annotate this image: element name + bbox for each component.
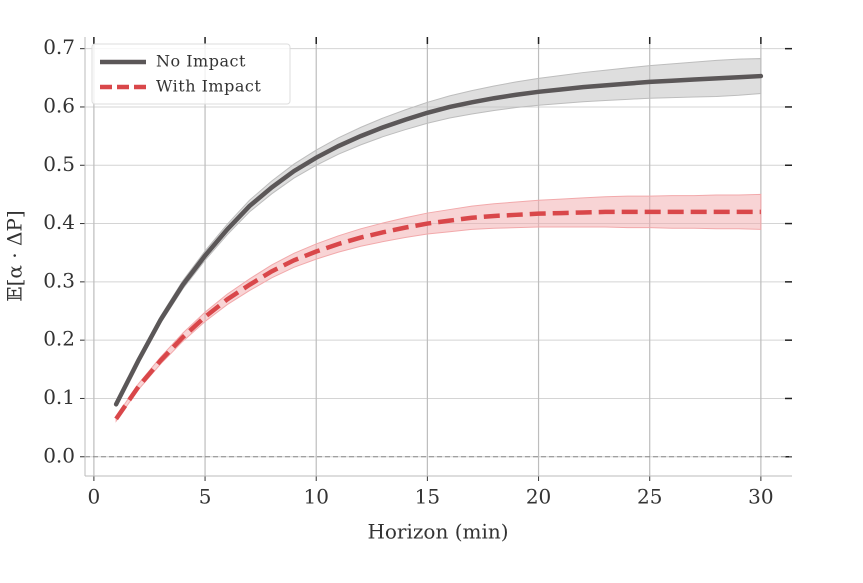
confidence-band	[115, 193, 762, 423]
x-axis-label: Horizon (min)	[367, 520, 508, 544]
y-tick-label: 0.0	[43, 443, 75, 467]
y-tick-label: 0.1	[43, 385, 75, 409]
y-tick-label: 0.5	[43, 152, 75, 176]
y-tick-label: 0.2	[43, 327, 75, 351]
y-tick-label: 0.7	[43, 35, 75, 59]
series-line	[113, 73, 764, 407]
y-axis-label: 𝔼[α · ΔP]	[3, 210, 27, 301]
y-tick-label: 0.4	[43, 210, 75, 234]
series-line	[114, 209, 761, 421]
y-tick-label: 0.3	[43, 268, 75, 292]
x-tick-label: 5	[199, 485, 212, 509]
confidence-band	[115, 58, 762, 407]
x-tick-label: 25	[637, 485, 662, 509]
x-tick-label: 0	[88, 485, 101, 509]
legend-label: With Impact	[156, 77, 261, 96]
x-tick-label: 10	[303, 485, 328, 509]
x-tick-label: 15	[415, 485, 440, 509]
x-tick-label: 20	[526, 485, 551, 509]
y-tick-label: 0.6	[43, 93, 75, 117]
legend-label: No Impact	[156, 52, 246, 71]
x-tick-label: 30	[748, 485, 773, 509]
